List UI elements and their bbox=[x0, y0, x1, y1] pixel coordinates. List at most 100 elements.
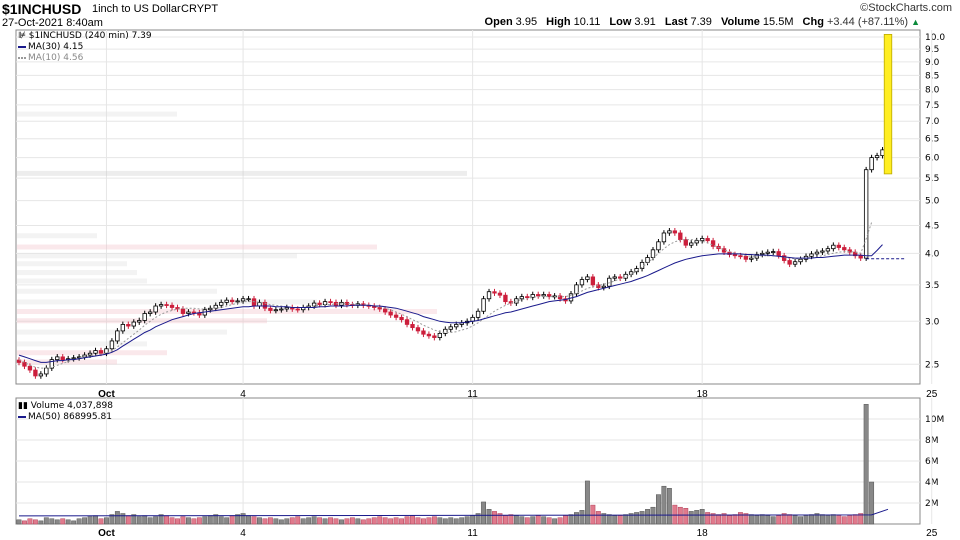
legend-ma30: MA(30) 4.15 bbox=[18, 42, 83, 52]
candle bbox=[213, 304, 218, 309]
volume-bar bbox=[207, 515, 213, 525]
price-tick-label: 9.0 bbox=[925, 58, 940, 68]
volume-bar bbox=[661, 485, 667, 525]
candle bbox=[454, 324, 459, 328]
volume-bar bbox=[82, 517, 88, 525]
volume-bar bbox=[508, 514, 514, 525]
candle bbox=[765, 251, 770, 254]
volume-bar bbox=[218, 516, 224, 525]
volume-bar bbox=[442, 518, 448, 525]
volume-bar bbox=[453, 518, 459, 525]
candle bbox=[492, 291, 497, 294]
price-tick-label: 3.0 bbox=[925, 317, 940, 327]
x-tick-label: 25 bbox=[926, 389, 938, 400]
volume-bar bbox=[809, 514, 814, 525]
candle bbox=[738, 255, 743, 258]
volume-bar bbox=[579, 510, 585, 525]
candle bbox=[60, 356, 65, 361]
volume-value: 15.5M bbox=[762, 16, 794, 28]
volume-bar bbox=[847, 515, 853, 525]
volume-bar bbox=[38, 520, 44, 525]
ma10-swatch-icon bbox=[18, 56, 26, 59]
candle bbox=[404, 319, 410, 325]
candle bbox=[809, 253, 814, 257]
candle bbox=[180, 308, 186, 314]
candle bbox=[732, 254, 738, 257]
volume-bar bbox=[273, 518, 279, 525]
candle bbox=[279, 308, 284, 311]
candle bbox=[246, 298, 251, 301]
last-label: Last bbox=[664, 16, 688, 28]
legend-price: ⊯ $1INCHUSD (240 min) 7.39 bbox=[18, 31, 152, 41]
candle bbox=[169, 304, 175, 308]
candle bbox=[705, 238, 710, 242]
legend-volume: ▮▮ Volume 4,037,898 bbox=[18, 401, 113, 411]
x-tick-label: 11 bbox=[467, 389, 478, 400]
candle bbox=[683, 239, 688, 246]
candle bbox=[229, 299, 235, 303]
volume-bar bbox=[114, 511, 120, 525]
candle bbox=[87, 352, 93, 356]
volume-bar bbox=[382, 517, 388, 525]
volume-bar bbox=[743, 513, 749, 525]
volume-bar bbox=[437, 517, 443, 525]
candle bbox=[142, 313, 147, 321]
vbp-bar bbox=[17, 329, 227, 335]
volume-bar bbox=[71, 520, 77, 525]
price-tick-label: 5.0 bbox=[925, 197, 940, 207]
volume-bars-icon: ▮▮ bbox=[18, 401, 28, 411]
brand-logo[interactable]: ©StockCharts.com bbox=[860, 2, 952, 14]
volume-bar bbox=[393, 517, 399, 525]
volume-bar bbox=[98, 518, 104, 525]
up-arrow-icon: ▲ bbox=[911, 17, 920, 27]
volume-bar bbox=[519, 516, 525, 525]
candle bbox=[503, 294, 508, 303]
volume-bar bbox=[486, 509, 492, 525]
volume-bar bbox=[639, 511, 645, 525]
candle bbox=[661, 232, 667, 243]
volume-bar bbox=[426, 517, 432, 525]
candle bbox=[579, 279, 585, 286]
volume-bar bbox=[617, 515, 623, 525]
last-value: 7.39 bbox=[690, 16, 712, 28]
candle bbox=[224, 299, 229, 303]
candle bbox=[874, 155, 880, 158]
volume-bar bbox=[213, 514, 219, 525]
candle bbox=[694, 240, 699, 244]
candle bbox=[27, 365, 33, 371]
candle bbox=[115, 330, 120, 342]
volume-tick-label: 10M bbox=[925, 415, 944, 425]
volume-bar bbox=[666, 488, 672, 525]
candle bbox=[268, 307, 273, 311]
volume-bar bbox=[645, 509, 650, 525]
candle bbox=[377, 307, 382, 310]
open-value: 3.95 bbox=[515, 16, 538, 28]
volume-bar bbox=[262, 518, 268, 525]
x-tick-label-volume: Oct bbox=[98, 528, 115, 539]
candle bbox=[497, 292, 503, 296]
candle bbox=[295, 308, 300, 311]
volume-bar bbox=[60, 518, 66, 525]
volume-bar bbox=[284, 518, 290, 525]
candle bbox=[432, 335, 437, 338]
candle bbox=[399, 316, 404, 321]
volume-bar bbox=[759, 514, 765, 525]
candle bbox=[55, 356, 60, 361]
candle bbox=[814, 251, 820, 255]
x-tick-label: Oct bbox=[98, 389, 115, 400]
volume-bar bbox=[322, 518, 328, 525]
candle bbox=[153, 305, 158, 313]
low-value: 3.91 bbox=[634, 16, 656, 28]
volume-bar bbox=[421, 518, 426, 525]
candle bbox=[410, 324, 415, 329]
candle bbox=[530, 294, 535, 298]
volume-bar bbox=[76, 518, 82, 525]
candle bbox=[235, 300, 240, 303]
vbp-bar bbox=[17, 341, 147, 347]
legend-vma50-text: MA(50) 868995.81 bbox=[28, 412, 112, 422]
candle bbox=[426, 333, 432, 337]
volume-bar bbox=[229, 515, 235, 525]
volume-bar bbox=[158, 514, 164, 525]
volume-bar bbox=[415, 517, 421, 525]
